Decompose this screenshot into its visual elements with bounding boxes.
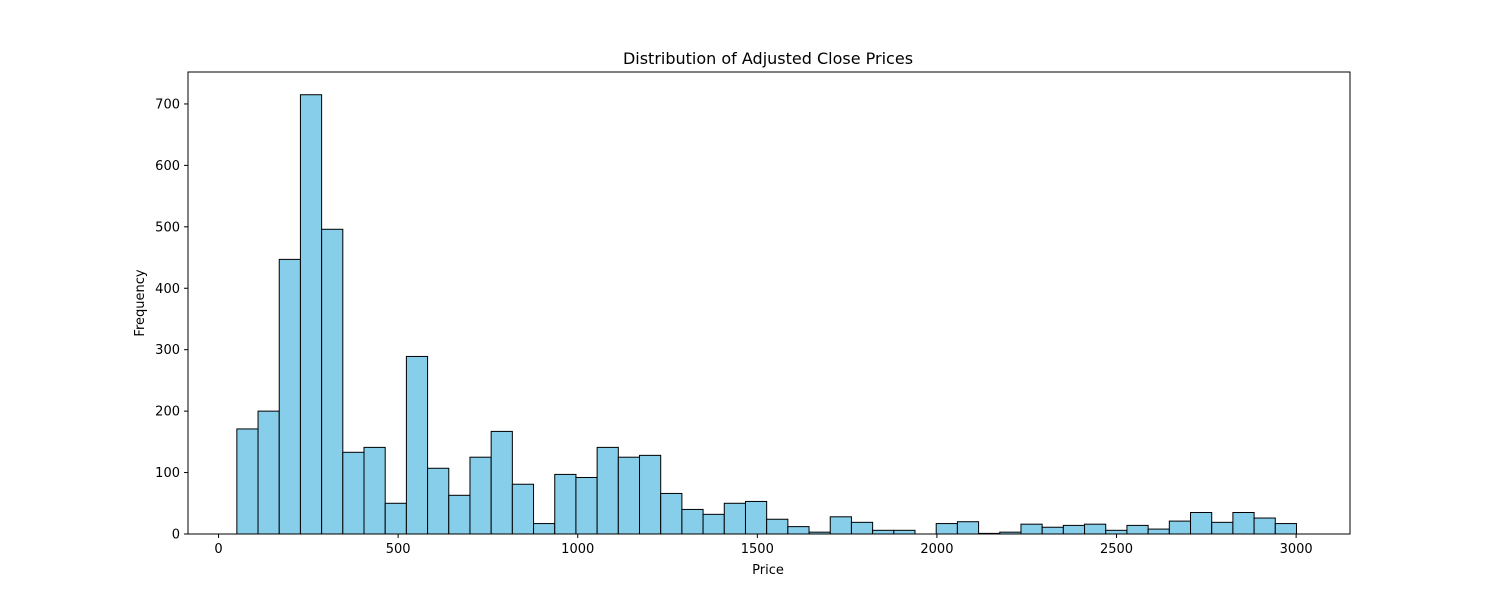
histogram-bar-8 bbox=[405, 355, 429, 535]
histogram-bar-6 bbox=[363, 446, 386, 535]
histogram-bar-17 bbox=[596, 446, 619, 535]
histogram-bar-38 bbox=[1041, 526, 1064, 535]
plot-frame bbox=[187, 71, 1351, 535]
x-tick-label: 2000 bbox=[920, 542, 953, 557]
histogram-bar-42 bbox=[1126, 524, 1149, 535]
histogram-bar-49 bbox=[1274, 523, 1297, 535]
histogram-bar-14 bbox=[533, 523, 556, 535]
histogram-bar-33 bbox=[935, 523, 958, 535]
histogram-bar-45 bbox=[1190, 511, 1213, 535]
x-tick-label: 2500 bbox=[1100, 542, 1133, 557]
x-tick-label: 1500 bbox=[741, 542, 774, 557]
histogram-bar-18 bbox=[617, 456, 641, 535]
y-tick-label: 300 bbox=[155, 343, 180, 358]
y-tick-label: 200 bbox=[155, 405, 180, 420]
y-tick-label: 400 bbox=[155, 282, 180, 297]
histogram-bar-11 bbox=[469, 456, 492, 535]
histogram-bar-46 bbox=[1211, 521, 1234, 535]
x-axis-ticks: 0 500 1000 1500 2000 2500 3000 bbox=[214, 534, 1313, 557]
histogram-bar-34 bbox=[956, 521, 980, 535]
histogram-bar-12 bbox=[490, 430, 513, 535]
histogram-bar-5 bbox=[342, 451, 365, 535]
histogram-bar-20 bbox=[660, 492, 683, 535]
histogram-bar-37 bbox=[1020, 523, 1043, 535]
histogram-bar-4 bbox=[321, 228, 344, 535]
histogram-bar-29 bbox=[850, 521, 874, 535]
histogram-bar-10 bbox=[448, 494, 471, 535]
x-axis-label: Price bbox=[752, 563, 784, 578]
histogram-bar-39 bbox=[1062, 524, 1086, 535]
histogram-bar-1 bbox=[257, 410, 280, 535]
histogram-bar-47 bbox=[1232, 511, 1255, 535]
histogram-bar-13 bbox=[511, 483, 535, 535]
histogram-bar-9 bbox=[427, 467, 450, 535]
histogram-bar-26 bbox=[787, 526, 810, 535]
histogram-bar-28 bbox=[829, 516, 852, 535]
y-tick-label: 500 bbox=[155, 220, 180, 235]
histogram-bar-15 bbox=[554, 473, 577, 535]
y-tick-label: 600 bbox=[155, 159, 180, 174]
chart-title: Distribution of Adjusted Close Prices bbox=[623, 49, 913, 68]
histogram-bar-24 bbox=[744, 500, 768, 535]
histogram-bar-40 bbox=[1084, 523, 1107, 535]
x-tick-label: 1000 bbox=[561, 542, 594, 557]
histogram-bar-22 bbox=[702, 513, 725, 535]
bars-group bbox=[236, 94, 1297, 535]
histogram-bar-23 bbox=[723, 502, 746, 535]
histogram-bar-44 bbox=[1168, 520, 1192, 535]
y-tick-label: 100 bbox=[155, 466, 180, 481]
histogram-bar-21 bbox=[681, 508, 704, 535]
histogram-bar-7 bbox=[384, 502, 407, 535]
histogram-bar-30 bbox=[872, 529, 895, 535]
histogram-bar-25 bbox=[766, 518, 789, 535]
x-tick-label: 0 bbox=[214, 542, 222, 557]
x-tick-label: 3000 bbox=[1280, 542, 1313, 557]
y-tick-label: 0 bbox=[172, 528, 180, 543]
x-tick-label: 500 bbox=[386, 542, 411, 557]
y-tick-label: 700 bbox=[155, 97, 180, 112]
histogram-bar-16 bbox=[575, 476, 598, 535]
y-axis-ticks: 0 100 200 300 400 500 600 700 bbox=[155, 97, 188, 543]
y-axis-label: Frequency bbox=[133, 269, 148, 336]
histogram-bar-48 bbox=[1253, 517, 1276, 535]
histogram-bar-2 bbox=[278, 258, 301, 535]
histogram-bar-3 bbox=[299, 94, 323, 535]
histogram-bar-19 bbox=[639, 454, 662, 535]
histogram-bar-31 bbox=[893, 529, 916, 535]
histogram-bar-0 bbox=[236, 428, 259, 535]
histogram-bar-41 bbox=[1105, 529, 1128, 535]
histogram-bar-43 bbox=[1147, 528, 1170, 535]
